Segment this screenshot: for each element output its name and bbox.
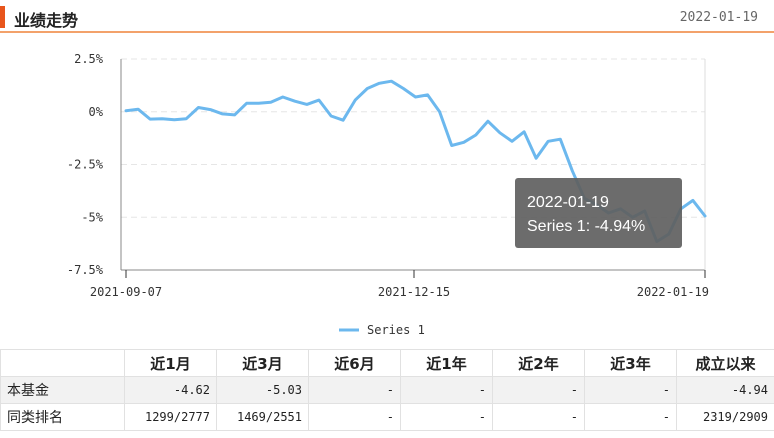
- table-cell: -4.94: [676, 376, 774, 404]
- legend-label: Series 1: [367, 323, 425, 337]
- chart-tooltip: 2022-01-19 Series 1: -4.94%: [515, 178, 682, 248]
- header-date: 2022-01-19: [679, 10, 758, 25]
- y-tick-label: 2.5%: [74, 52, 104, 66]
- x-tick-label: 2021-12-15: [378, 285, 450, 299]
- table-cell: -: [584, 376, 677, 404]
- table-cell: -: [400, 376, 493, 404]
- y-tick-label: 0%: [89, 105, 104, 119]
- table-cell: -: [492, 403, 585, 431]
- table-cell: -: [492, 376, 585, 404]
- table-cell: 2319/2909: [676, 403, 774, 431]
- header-cell-blank: [0, 349, 125, 377]
- x-tick-label: 2022-01-19: [637, 285, 709, 299]
- header-cell-2y: 近2年: [492, 349, 585, 377]
- table-row-rank: 同类排名 1299/2777 1469/2551 - - - - 2319/29…: [0, 403, 774, 431]
- header-cell-1y: 近1年: [400, 349, 493, 377]
- y-tick-label: -2.5%: [67, 158, 104, 172]
- table-cell: -: [308, 403, 401, 431]
- y-tick-label: -7.5%: [67, 263, 104, 277]
- table-cell: -4.62: [124, 376, 217, 404]
- table-cell: -: [308, 376, 401, 404]
- section-header: 业绩走势 2022-01-19: [0, 0, 774, 33]
- tooltip-date: 2022-01-19: [527, 194, 609, 211]
- performance-table: 近1月 近3月 近6月 近1年 近2年 近3年 成立以来 本基金 -4.62 -…: [0, 349, 774, 431]
- section-title: 业绩走势: [14, 11, 79, 30]
- x-tick-label: 2021-09-07: [90, 285, 162, 299]
- header-accent-bar: [0, 6, 5, 28]
- table-row-fund: 本基金 -4.62 -5.03 - - - - -4.94: [0, 376, 774, 404]
- header-cell-since-inception: 成立以来: [676, 349, 774, 377]
- tooltip-value: Series 1: -4.94%: [527, 218, 645, 235]
- table-cell: 1469/2551: [216, 403, 309, 431]
- performance-chart[interactable]: 2.5% 0% -2.5% -5% -7.5% 2021-09-07 2021-12-15 2…: [0, 34, 774, 349]
- header-cell-1m: 近1月: [124, 349, 217, 377]
- table-cell: 1299/2777: [124, 403, 217, 431]
- table-cell: -5.03: [216, 376, 309, 404]
- header-cell-6m: 近6月: [308, 349, 401, 377]
- row-label: 本基金: [0, 376, 125, 404]
- header-cell-3y: 近3年: [584, 349, 677, 377]
- table-cell: -: [584, 403, 677, 431]
- y-tick-label: -5%: [81, 210, 103, 224]
- tooltip-box: [515, 178, 682, 248]
- header-cell-3m: 近3月: [216, 349, 309, 377]
- row-label: 同类排名: [0, 403, 125, 431]
- table-cell: -: [400, 403, 493, 431]
- table-header-row: 近1月 近3月 近6月 近1年 近2年 近3年 成立以来: [0, 349, 774, 377]
